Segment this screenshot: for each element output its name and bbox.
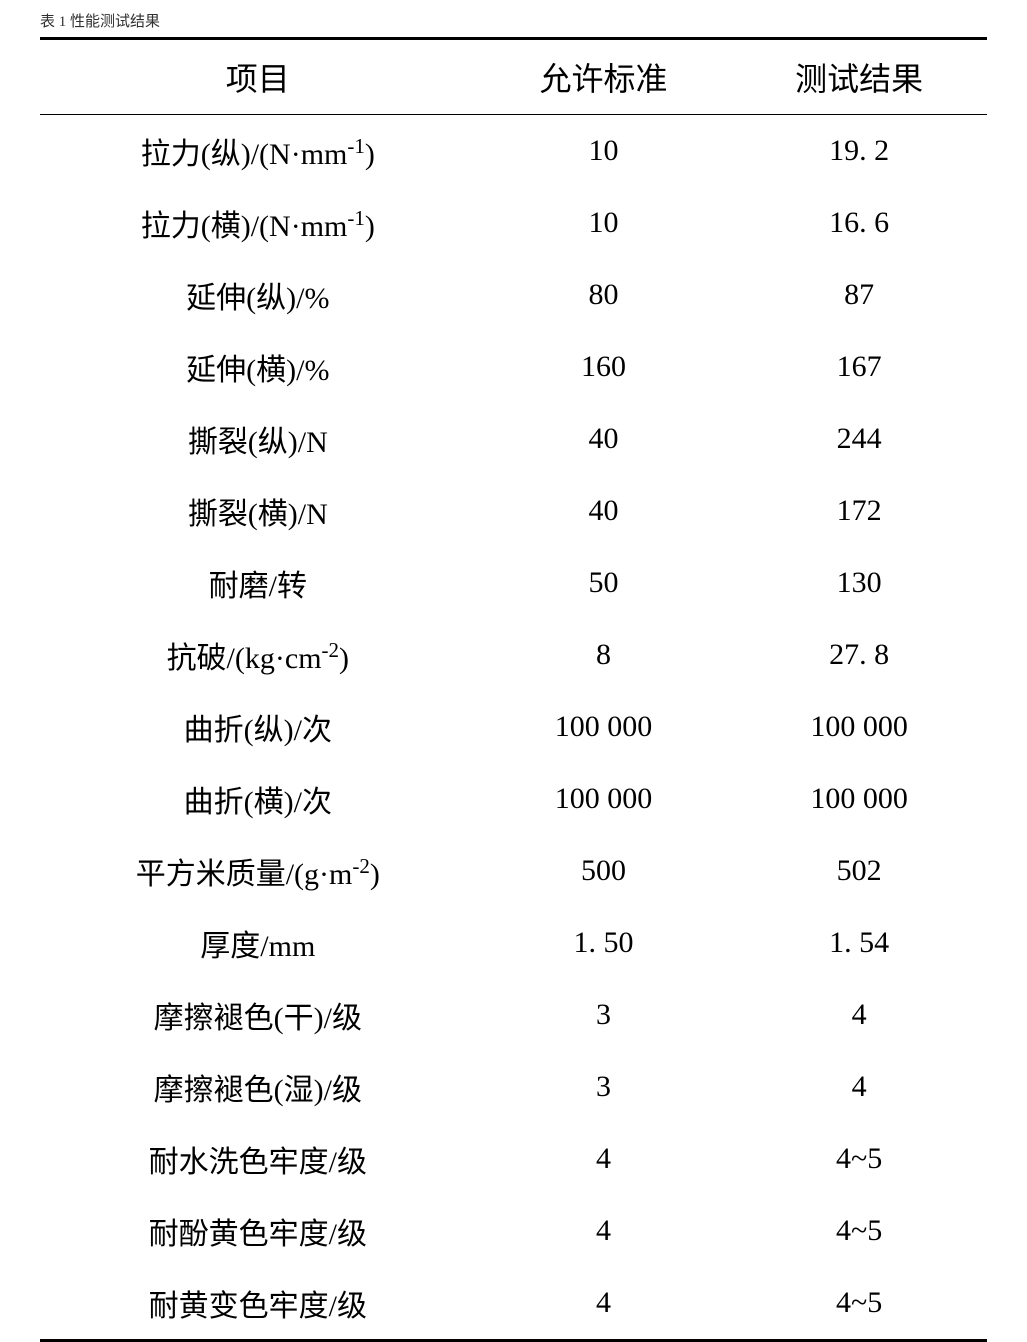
cell-standard: 3 (476, 979, 732, 1051)
cell-item: 摩擦褪色(干)/级 (40, 979, 476, 1051)
cell-result: 244 (731, 403, 987, 475)
cell-result: 100 000 (731, 691, 987, 763)
cell-result: 87 (731, 259, 987, 331)
table-caption: 表 1 性能测试结果 (40, 10, 987, 31)
cell-item: 耐酚黄色牢度/级 (40, 1195, 476, 1267)
cell-item: 拉力(纵)/(N·mm-1) (40, 115, 476, 188)
cell-result: 27. 8 (731, 619, 987, 691)
cell-result: 4 (731, 979, 987, 1051)
table-row: 厚度/mm1. 501. 54 (40, 907, 987, 979)
cell-result: 172 (731, 475, 987, 547)
table-row: 延伸(纵)/%8087 (40, 259, 987, 331)
cell-item: 延伸(纵)/% (40, 259, 476, 331)
table-row: 拉力(横)/(N·mm-1)1016. 6 (40, 187, 987, 259)
table-row: 拉力(纵)/(N·mm-1)1019. 2 (40, 115, 987, 188)
cell-item: 耐磨/转 (40, 547, 476, 619)
cell-result: 19. 2 (731, 115, 987, 188)
cell-result: 4 (731, 1051, 987, 1123)
cell-standard: 100 000 (476, 763, 732, 835)
cell-standard: 500 (476, 835, 732, 907)
cell-item: 厚度/mm (40, 907, 476, 979)
cell-result: 502 (731, 835, 987, 907)
cell-standard: 40 (476, 475, 732, 547)
cell-standard: 4 (476, 1195, 732, 1267)
cell-standard: 1. 50 (476, 907, 732, 979)
table-row: 耐黄变色牢度/级44~5 (40, 1267, 987, 1341)
table-row: 撕裂(纵)/N40244 (40, 403, 987, 475)
cell-item: 撕裂(纵)/N (40, 403, 476, 475)
cell-result: 16. 6 (731, 187, 987, 259)
table-row: 摩擦褪色(干)/级34 (40, 979, 987, 1051)
cell-item: 撕裂(横)/N (40, 475, 476, 547)
cell-standard: 4 (476, 1267, 732, 1341)
cell-item: 延伸(横)/% (40, 331, 476, 403)
cell-item: 拉力(横)/(N·mm-1) (40, 187, 476, 259)
cell-standard: 4 (476, 1123, 732, 1195)
cell-item: 耐水洗色牢度/级 (40, 1123, 476, 1195)
cell-item: 平方米质量/(g·m-2) (40, 835, 476, 907)
table-row: 曲折(横)/次100 000100 000 (40, 763, 987, 835)
cell-result: 1. 54 (731, 907, 987, 979)
table-row: 耐酚黄色牢度/级44~5 (40, 1195, 987, 1267)
performance-test-table: 项目 允许标准 测试结果 拉力(纵)/(N·mm-1)1019. 2拉力(横)/… (40, 37, 987, 1342)
cell-standard: 3 (476, 1051, 732, 1123)
table-row: 延伸(横)/%160167 (40, 331, 987, 403)
cell-standard: 100 000 (476, 691, 732, 763)
cell-result: 167 (731, 331, 987, 403)
cell-result: 4~5 (731, 1195, 987, 1267)
table-row: 耐水洗色牢度/级44~5 (40, 1123, 987, 1195)
cell-item: 摩擦褪色(湿)/级 (40, 1051, 476, 1123)
table-header-row: 项目 允许标准 测试结果 (40, 39, 987, 115)
table-row: 平方米质量/(g·m-2)500502 (40, 835, 987, 907)
cell-item: 抗破/(kg·cm-2) (40, 619, 476, 691)
cell-item: 曲折(横)/次 (40, 763, 476, 835)
col-header-result: 测试结果 (731, 39, 987, 115)
table-body: 拉力(纵)/(N·mm-1)1019. 2拉力(横)/(N·mm-1)1016.… (40, 115, 987, 1341)
col-header-item: 项目 (40, 39, 476, 115)
cell-result: 4~5 (731, 1267, 987, 1341)
table-row: 抗破/(kg·cm-2)827. 8 (40, 619, 987, 691)
cell-result: 4~5 (731, 1123, 987, 1195)
cell-standard: 80 (476, 259, 732, 331)
cell-standard: 10 (476, 187, 732, 259)
cell-result: 130 (731, 547, 987, 619)
table-row: 摩擦褪色(湿)/级34 (40, 1051, 987, 1123)
table-row: 耐磨/转50130 (40, 547, 987, 619)
cell-standard: 8 (476, 619, 732, 691)
cell-item: 耐黄变色牢度/级 (40, 1267, 476, 1341)
cell-result: 100 000 (731, 763, 987, 835)
table-row: 撕裂(横)/N40172 (40, 475, 987, 547)
cell-item: 曲折(纵)/次 (40, 691, 476, 763)
table-row: 曲折(纵)/次100 000100 000 (40, 691, 987, 763)
cell-standard: 10 (476, 115, 732, 188)
col-header-standard: 允许标准 (476, 39, 732, 115)
cell-standard: 160 (476, 331, 732, 403)
cell-standard: 40 (476, 403, 732, 475)
cell-standard: 50 (476, 547, 732, 619)
